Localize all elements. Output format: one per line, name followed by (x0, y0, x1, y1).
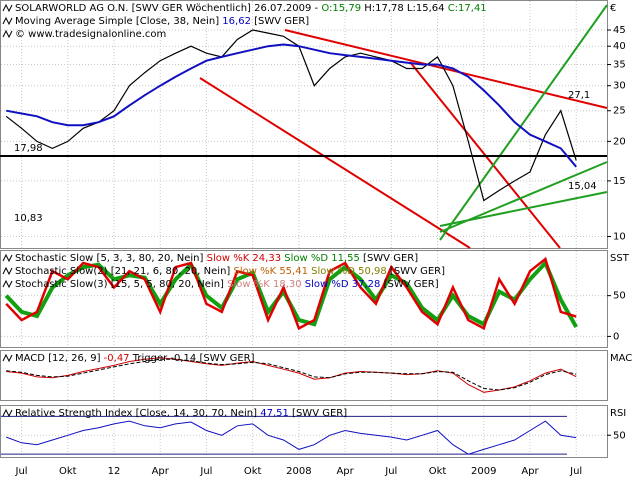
y-tick-label: 0 (613, 331, 619, 342)
y-tick-label: 50 (613, 291, 626, 302)
panel-header: Stochastic Slow(2) [21, 21, 6, 80, 20, N… (15, 266, 445, 277)
header-icon (2, 279, 13, 289)
annotation: 17,98 (14, 143, 43, 154)
header-segment: © www.tradesignalonline.com (15, 29, 166, 40)
header-segment: Slow %D 11,55 (281, 253, 360, 264)
header-icon (2, 408, 13, 418)
x-tick-label: Okt (244, 466, 262, 477)
header-icon (2, 353, 13, 363)
header-segment: C:17,41 (448, 3, 487, 14)
header-segment: [SWV GER] (251, 16, 309, 27)
header-segment: Slow %D 50,98 (308, 266, 387, 277)
y-tick-label: 15 (613, 176, 626, 187)
y-tick-label: 25 (613, 106, 626, 117)
axis-label: MAC (610, 353, 632, 364)
x-tick-label: 12 (108, 466, 121, 477)
x-tick-label: Apr (336, 466, 354, 477)
header-segment: O:15,79 (321, 3, 361, 14)
header-segment: [SWV GER] (196, 353, 254, 364)
x-tick-label: 2009 (471, 466, 496, 477)
header-segment: Slow %K 18,30 (227, 279, 301, 290)
y-tick-label: 35 (613, 60, 626, 71)
header-segment: 16,62 (222, 16, 251, 27)
trend-line (199, 77, 471, 249)
axis-label: € (610, 3, 616, 14)
x-tick-label: Okt (429, 466, 447, 477)
header-icon (2, 29, 13, 39)
header-segment: [SWV GER] (289, 408, 347, 419)
panel-header: Relative Strength Index [Close, 14, 30, … (15, 408, 347, 419)
y-tick-label: 45 (613, 25, 626, 36)
annotation: 27,1 (568, 90, 590, 101)
x-tick-label: Okt (59, 466, 77, 477)
header-segment: SOLARWORLD AG O.N. [SWV GER Wöchentlich]… (15, 3, 321, 14)
panel-frame (0, 0, 608, 249)
panel-header: © www.tradesignalonline.com (15, 29, 166, 40)
header-icon (2, 266, 13, 276)
header-segment: Relative Strength Index [Close, 14, 30, … (15, 408, 260, 419)
series-line (6, 43, 577, 168)
x-tick-label: Apr (152, 466, 170, 477)
series-line (6, 358, 577, 391)
axis-label: SST (610, 253, 630, 264)
panel-header: Stochastic Slow [5, 3, 3, 80, 20, Nein] … (15, 253, 418, 264)
annotation: 10,83 (14, 213, 43, 224)
y-tick-label: 30 (613, 81, 626, 92)
y-tick-label: 10 (613, 232, 626, 243)
series-line (6, 420, 577, 455)
header-segment: Stochastic Slow [5, 3, 3, 80, 20, Nein] (15, 253, 207, 264)
x-tick-label: Jul (15, 466, 28, 477)
header-segment: Stochastic Slow(2) [21, 21, 6, 80, 20, N… (15, 266, 233, 277)
y-tick-label: 20 (613, 136, 626, 147)
y-tick-label: 50 (613, 430, 626, 441)
y-tick-label: 40 (613, 41, 626, 52)
header-segment: Slow %K 24,33 (207, 253, 281, 264)
axis-label: RSI (610, 408, 626, 419)
header-segment: MACD [12, 26, 9] (15, 353, 104, 364)
header-segment: 47,51 (260, 408, 289, 419)
header-segment: [SWV GER] (387, 266, 445, 277)
header-segment: Moving Average Simple [Close, 38, Nein] (15, 16, 222, 27)
x-tick-label: Jul (199, 466, 212, 477)
header-icon (2, 16, 13, 26)
header-segment: Stochastic Slow(3) [15, 5, 5, 80, 20, Ne… (15, 279, 227, 290)
x-tick-label: Jul (569, 466, 582, 477)
header-segment: H:17,78 L:15,64 (361, 3, 448, 14)
trend-line (439, 4, 608, 241)
header-segment: [SWV GER] (360, 253, 418, 264)
header-segment: Slow %D 37,28 (302, 279, 381, 290)
panel-header: Stochastic Slow(3) [15, 5, 5, 80, 20, Ne… (15, 279, 439, 290)
header-segment: -0,47 (104, 353, 130, 364)
x-tick-label: Apr (521, 466, 539, 477)
x-tick-label: Jul (384, 466, 397, 477)
annotation: 15,04 (568, 181, 597, 192)
header-icon (2, 3, 13, 13)
header-segment: Slow %K 55,41 (233, 266, 307, 277)
header-segment: [SWV GER] (380, 279, 438, 290)
series-line (6, 357, 577, 393)
panel-header: Moving Average Simple [Close, 38, Nein] … (15, 16, 309, 27)
panel-header: SOLARWORLD AG O.N. [SWV GER Wöchentlich]… (15, 3, 487, 14)
header-icon (2, 253, 13, 263)
series-line (5, 256, 577, 331)
trend-line (439, 191, 608, 227)
panel-frame (0, 405, 608, 458)
header-segment: Trigger -0,14 (130, 353, 197, 364)
trend-line (284, 29, 608, 109)
x-tick-label: 2008 (286, 466, 311, 477)
panel-header: MACD [12, 26, 9] -0,47 Trigger -0,14 [SW… (15, 353, 255, 364)
